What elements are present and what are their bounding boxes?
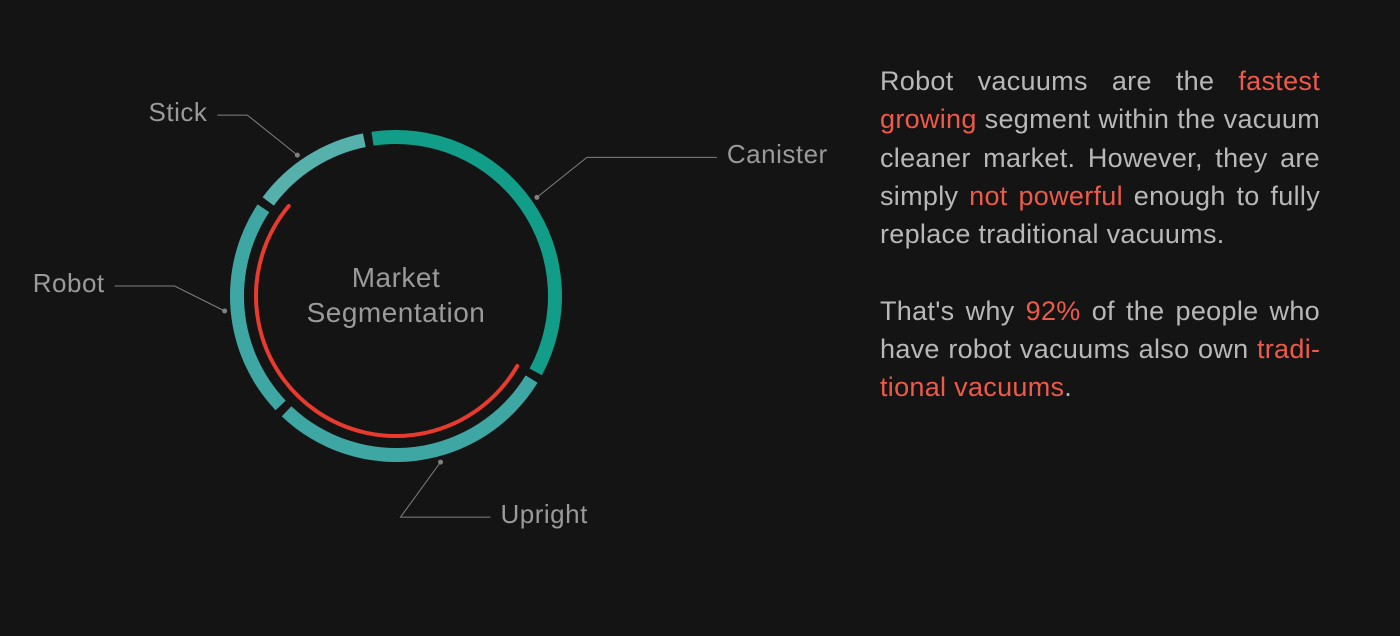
p1-text-a: Robot vacuums are the (880, 66, 1238, 96)
paragraph-2: That's why 92% of the people who have ro… (880, 292, 1320, 407)
chart-title: Market Segmentation (286, 260, 506, 330)
leader-upright (401, 460, 491, 517)
chart-area: Market Segmentation CanisterStickRobotUp… (0, 0, 820, 636)
description-text: Robot vacuums are the fastest growing se… (880, 62, 1320, 445)
chart-title-line2: Segmentation (307, 297, 486, 328)
leader-canister (534, 157, 717, 200)
segment-canister (371, 130, 562, 375)
p2-text-c: . (1064, 372, 1072, 402)
p2-highlight-1: 92% (1026, 296, 1081, 326)
leader-robot (115, 286, 228, 314)
label-robot: Robot (33, 268, 105, 299)
label-canister: Canister (727, 139, 828, 170)
leader-stick (217, 115, 300, 158)
label-upright: Upright (501, 499, 588, 530)
p2-text-a: That's why (880, 296, 1026, 326)
paragraph-1: Robot vacuums are the fastest growing se… (880, 62, 1320, 254)
segment-stick (263, 133, 366, 205)
label-stick: Stick (149, 97, 208, 128)
chart-title-line1: Market (352, 262, 441, 293)
p1-highlight-2: not powerful (969, 181, 1123, 211)
